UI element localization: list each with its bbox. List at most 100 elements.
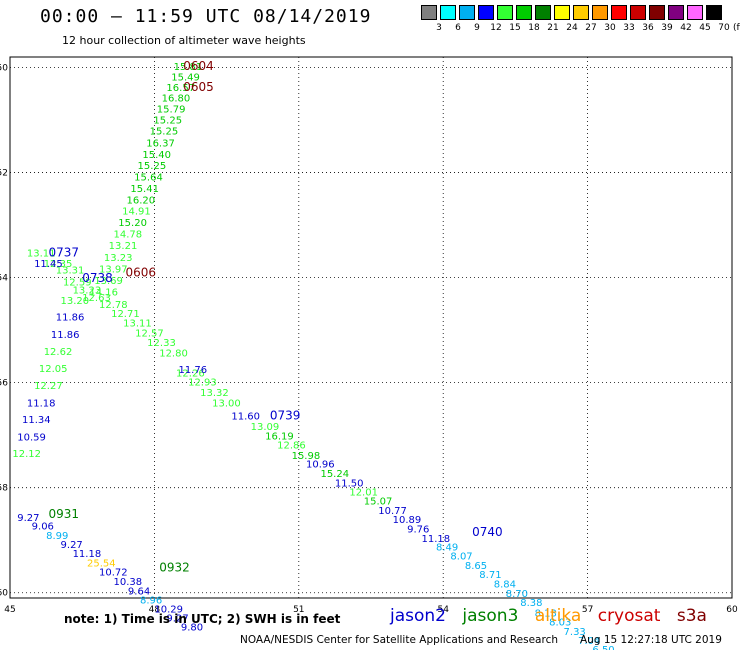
swh-value: 16.19: [265, 431, 294, 442]
swh-value: 13.69: [94, 276, 123, 287]
swh-value: 16.20: [126, 196, 155, 207]
pass-time-label: 0604: [183, 59, 214, 73]
swh-value: 10.29: [154, 605, 183, 616]
swh-value: 16.80: [162, 94, 191, 105]
x-tick-label: 51: [293, 605, 304, 615]
colorbar-swatch: [573, 5, 589, 20]
x-tick-label: 54: [437, 605, 449, 615]
colorbar-label: 6: [455, 23, 461, 33]
colorbar-swatch: [497, 5, 513, 20]
swh-value: 8.65: [465, 561, 487, 572]
swh-value: 14.78: [113, 230, 142, 241]
colorbar-label: 30: [604, 23, 616, 33]
y-tick-label: -58: [0, 484, 8, 494]
y-tick-label: -56: [0, 379, 8, 389]
credit-text: NOAA/NESDIS Center for Satellite Applica…: [240, 634, 558, 646]
swh-value: 15.25: [150, 127, 179, 138]
swh-value: 12.05: [39, 364, 68, 375]
swh-value: 8.03: [549, 617, 571, 628]
swh-value: 12.80: [159, 348, 188, 359]
swh-value: 12.71: [111, 309, 140, 320]
swh-value: 13.21: [109, 241, 138, 252]
colorbar-label: 45: [699, 23, 711, 33]
swh-value: 8.70: [506, 589, 528, 600]
satellite-legend: jason2 jason3 altika cryosat s3a: [390, 606, 718, 626]
swh-value: 8.49: [436, 543, 458, 554]
colorbar-label: 21: [547, 23, 559, 33]
swh-value: 8.71: [479, 570, 501, 581]
swh-value: 13.31: [56, 265, 85, 276]
colorbar-swatch: [535, 5, 551, 20]
swh-value: 8.99: [46, 531, 68, 542]
swh-value: 15.07: [364, 497, 393, 508]
swh-value: 8.96: [140, 595, 162, 606]
colorbar-label: 24: [566, 23, 578, 33]
swh-value: 15.40: [142, 150, 171, 161]
legend-altika: altika: [534, 606, 582, 626]
colorbar-swatch: [440, 5, 456, 20]
swh-value: 15.25: [153, 116, 182, 127]
swh-value: 11.18: [27, 398, 56, 409]
swh-value: 9.27: [166, 614, 188, 625]
colorbar-swatch: [478, 5, 494, 20]
swh-value: 7.33: [564, 627, 586, 638]
pass-time-label: 0931: [49, 507, 80, 521]
footer-note: note: 1) Time is in UTC; 2) SWH is in fe…: [64, 612, 341, 626]
swh-value: 8.84: [494, 579, 516, 590]
colorbar-unit: (ft): [733, 23, 740, 33]
legend-cryosat: cryosat: [597, 606, 661, 626]
swh-value: 15.98: [292, 451, 321, 462]
swh-value: 9.76: [407, 524, 429, 535]
colorbar-swatch: [706, 5, 722, 20]
swh-value: 12.93: [188, 377, 217, 388]
swh-value: 12.63: [82, 293, 111, 304]
swh-value: 15.79: [157, 105, 186, 116]
swh-value: 16.57: [166, 83, 195, 94]
swh-value: 13.20: [61, 296, 90, 307]
swh-value: 7.04: [578, 636, 600, 647]
swh-value: 11.34: [22, 415, 51, 426]
pass-time-label: 0738: [82, 271, 113, 285]
x-tick-label: 60: [726, 605, 738, 615]
swh-value: 9.64: [128, 586, 150, 597]
swh-value: 12.26: [176, 368, 205, 379]
swh-value: 13.09: [251, 422, 280, 433]
swh-value: 9.06: [32, 522, 54, 533]
colorbar-label: 12: [490, 23, 502, 33]
y-tick-label: -52: [0, 169, 8, 179]
swh-value: 13.23: [104, 253, 133, 264]
swh-value: 11.18: [73, 549, 102, 560]
swh-value: 12.59: [63, 277, 92, 288]
colorbar-swatch: [554, 5, 570, 20]
chart-subtitle: 12 hour collection of altimeter wave hei…: [62, 34, 306, 47]
colorbar-label: 3: [436, 23, 442, 33]
swh-value: 11.50: [335, 479, 364, 490]
swh-value: 16.37: [146, 138, 175, 149]
colorbar-label: 27: [585, 23, 597, 33]
x-tick-label: 45: [4, 605, 15, 615]
swh-value: 15.24: [320, 469, 349, 480]
swh-value: 9.27: [61, 540, 83, 551]
swh-value: 9.80: [181, 623, 203, 634]
swh-value: 12.78: [99, 300, 128, 311]
swh-value: 25.54: [87, 558, 116, 569]
swh-value: 12.57: [135, 328, 164, 339]
colorbar-swatch: [459, 5, 475, 20]
x-tick-label: 57: [582, 605, 593, 615]
colorbar-swatch: [421, 5, 437, 20]
pass-time-label: 0737: [49, 246, 80, 260]
colorbar-swatch: [516, 5, 532, 20]
swh-value: 8.13: [535, 608, 557, 619]
swh-value: 14.16: [89, 287, 118, 298]
swh-value: 11.18: [422, 534, 451, 545]
colorbar-swatch: [611, 5, 627, 20]
swh-value: 12.33: [147, 338, 176, 349]
swh-value: 10.59: [17, 432, 46, 443]
plot-frame: [9, 56, 733, 599]
swh-value: 12.35: [44, 259, 73, 270]
swh-value: 11.86: [51, 330, 80, 341]
swh-value: 13.11: [27, 249, 56, 260]
swh-value: 14.91: [122, 207, 151, 218]
swh-value: 15.20: [118, 218, 147, 229]
